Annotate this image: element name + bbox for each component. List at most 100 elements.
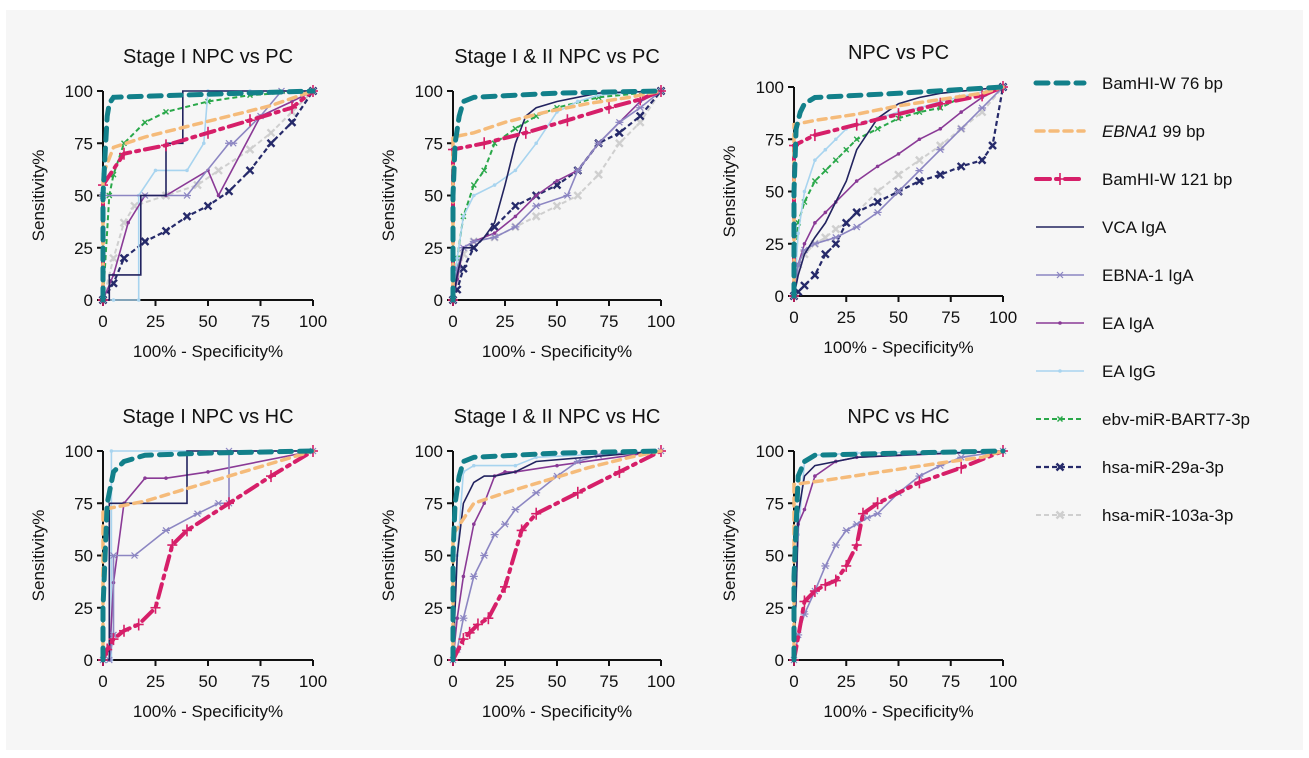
marker-dot [834,137,838,142]
marker-dot [513,214,518,219]
marker-x [214,166,223,175]
series-bamhi-w-76-bp [100,448,316,663]
series-ea-igg [451,89,663,302]
marker-dot [823,210,828,215]
series-line [452,450,662,661]
marker-dot [823,147,828,152]
series-hsa-mir-103a-3p [448,86,666,305]
series-hsa-mir-29a-3p [789,82,1008,301]
series-bamhi-w-76-bp [791,84,1006,299]
series-line [452,450,662,661]
y-tick-label: 0 [775,651,784,670]
marker-x [161,226,171,236]
marker-x [573,191,583,200]
marker-x [490,222,499,232]
marker-dot [813,221,817,225]
x-tick-label: 25 [837,672,856,691]
marker-dot [455,256,459,261]
marker-dot [1058,369,1062,373]
x-axis-label: 100% - Specificity% [482,702,632,721]
x-tick-label: 100 [299,672,327,691]
y-tick-label: 75 [765,130,784,149]
marker-x [831,224,841,234]
marker-x [873,187,882,196]
x-tick-label: 75 [251,672,270,691]
marker-x [821,249,830,259]
x-tick-label: 25 [146,672,165,691]
x-tick-label: 75 [941,672,960,691]
roc-panel-stage-i-ii-npc-vs-hc: Stage I & II NPC vs HC 00 25 25 50 50 75 75 100 1… [379,406,675,721]
series-vca-iga [103,90,313,301]
series-line [793,450,1004,661]
marker-x [841,218,851,228]
marker-dot [185,168,189,173]
marker-x [894,170,903,180]
marker-x [266,128,276,138]
y-tick-label: 100 [65,82,93,101]
series-line [452,90,662,301]
x-tick-label: 0 [448,672,457,691]
roc-panel-stage-i-npc-vs-pc: Stage I NPC vs PC 00 25 25 50 50 75 75 100 100 100… [29,46,327,361]
marker-dot [917,137,922,142]
marker-dot [534,193,538,198]
legend-label-italic: EBNA1 [1102,122,1158,141]
series-bamhi-w-76-bp [100,88,316,303]
marker-x [873,197,882,207]
y-tick-label: 50 [765,547,784,566]
panel-title: NPC vs PC [848,42,949,64]
x-axis-label: 100% - Specificity% [823,338,973,357]
legend-swatch-ebna-1-iga [1036,271,1084,279]
legend-item: ebv-miR-BART7-3p [1032,406,1302,454]
x-tick-label: 100 [647,672,675,691]
x-axis-label: 100% - Specificity% [133,342,283,361]
marker-dot [1058,321,1062,325]
marker-dot [513,168,518,173]
legend-label: ebv-miR-BART7-3p [1102,410,1251,429]
panel-title: Stage I NPC vs HC [122,406,293,428]
series-ebna-1-iga [449,87,665,304]
series-bamhi-w-121-bp [448,85,666,306]
legend-label: EA IgG [1102,362,1156,381]
marker-x [140,237,150,246]
x-tick-label: 50 [889,308,908,327]
legend-swatch-ea-igg [1036,369,1084,373]
y-tick-label: 0 [775,287,784,306]
legend-swatch-mir-103a [1036,510,1084,520]
marker-x [110,171,117,178]
panel-title: Stage I & II NPC vs HC [454,406,661,428]
marker-x [935,170,945,180]
marker-dot [492,183,497,187]
panel-title: Stage I NPC vs PC [123,46,293,68]
series-line [103,450,313,661]
series-line [452,90,662,301]
marker-dot [813,158,817,162]
marker-dot [938,127,943,131]
marker-x [470,182,477,189]
marker-x [203,201,213,211]
y-tick-label: 50 [74,547,93,566]
x-tick-label: 75 [941,308,960,327]
panel-title: Stage I & II NPC vs PC [454,46,660,68]
marker-x [615,128,624,138]
x-tick-label: 75 [600,672,619,691]
series-line [791,84,1006,299]
legend-item: hsa-miR-103a-3p [1032,502,1302,550]
legend-item: BamHI-W 121 bp [1032,166,1302,214]
series-line [451,90,662,301]
marker-x [459,264,468,273]
series-line [452,90,662,301]
y-axis-label: Sensitivity% [29,510,48,602]
y-axis-label: Sensitivity% [379,510,398,602]
x-tick-label: 100 [989,308,1017,327]
series-line [793,86,1004,297]
legend-label: EA IgA [1102,314,1154,333]
series-line [101,89,315,302]
x-tick-label: 25 [496,312,515,331]
marker-dot [503,470,507,474]
x-tick-label: 0 [789,308,798,327]
marker-x [1057,416,1063,422]
marker-x [245,166,255,175]
roc-panel-stage-i-ii-npc-vs-pc: Stage I & II NPC vs PC 00 25 25 50 50 75 75 100 1… [379,46,675,361]
marker-x [109,278,118,288]
marker-x [193,180,202,190]
